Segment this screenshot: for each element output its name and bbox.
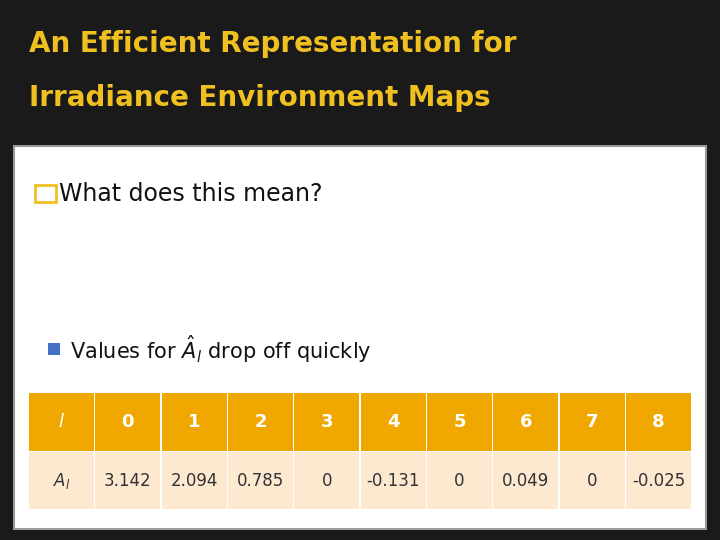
Text: Irradiance Environment Maps: Irradiance Environment Maps xyxy=(29,84,490,112)
FancyBboxPatch shape xyxy=(626,393,691,451)
Text: What does this mean?: What does this mean? xyxy=(59,182,323,206)
Text: -0.025: -0.025 xyxy=(632,472,685,490)
Text: Values for $\hat{A}_l$ drop off quickly: Values for $\hat{A}_l$ drop off quickly xyxy=(71,333,372,365)
Text: 0: 0 xyxy=(454,472,465,490)
FancyBboxPatch shape xyxy=(161,451,227,509)
Text: 3: 3 xyxy=(320,413,333,431)
FancyBboxPatch shape xyxy=(14,146,706,529)
Text: $\it{l}$: $\it{l}$ xyxy=(58,413,65,431)
FancyBboxPatch shape xyxy=(228,451,293,509)
FancyBboxPatch shape xyxy=(35,185,56,202)
FancyBboxPatch shape xyxy=(493,393,559,451)
Text: 2.094: 2.094 xyxy=(171,472,217,490)
Text: 1: 1 xyxy=(188,413,200,431)
FancyBboxPatch shape xyxy=(294,451,359,509)
FancyBboxPatch shape xyxy=(493,451,559,509)
FancyBboxPatch shape xyxy=(161,393,227,451)
Text: -0.131: -0.131 xyxy=(366,472,420,490)
Text: 7: 7 xyxy=(586,413,598,431)
FancyBboxPatch shape xyxy=(228,393,293,451)
FancyBboxPatch shape xyxy=(559,393,625,451)
Text: $\mathit{A}_l$: $\mathit{A}_l$ xyxy=(53,471,70,491)
FancyBboxPatch shape xyxy=(294,393,359,451)
FancyBboxPatch shape xyxy=(427,451,492,509)
FancyBboxPatch shape xyxy=(361,393,426,451)
FancyBboxPatch shape xyxy=(48,343,60,355)
Text: 0: 0 xyxy=(322,472,332,490)
Text: 6: 6 xyxy=(520,413,532,431)
Text: An Efficient Representation for: An Efficient Representation for xyxy=(29,30,516,58)
Text: 0: 0 xyxy=(587,472,598,490)
FancyBboxPatch shape xyxy=(29,451,94,509)
FancyBboxPatch shape xyxy=(95,451,161,509)
Text: 5: 5 xyxy=(454,413,466,431)
FancyBboxPatch shape xyxy=(626,451,691,509)
FancyBboxPatch shape xyxy=(95,393,161,451)
Text: 0.785: 0.785 xyxy=(237,472,284,490)
FancyBboxPatch shape xyxy=(559,451,625,509)
FancyBboxPatch shape xyxy=(427,393,492,451)
Text: 2: 2 xyxy=(254,413,266,431)
Text: 3.142: 3.142 xyxy=(104,472,152,490)
FancyBboxPatch shape xyxy=(29,393,94,451)
Text: 8: 8 xyxy=(652,413,665,431)
FancyBboxPatch shape xyxy=(361,451,426,509)
Text: 0: 0 xyxy=(122,413,134,431)
Text: 0.049: 0.049 xyxy=(503,472,549,490)
Text: 4: 4 xyxy=(387,413,400,431)
